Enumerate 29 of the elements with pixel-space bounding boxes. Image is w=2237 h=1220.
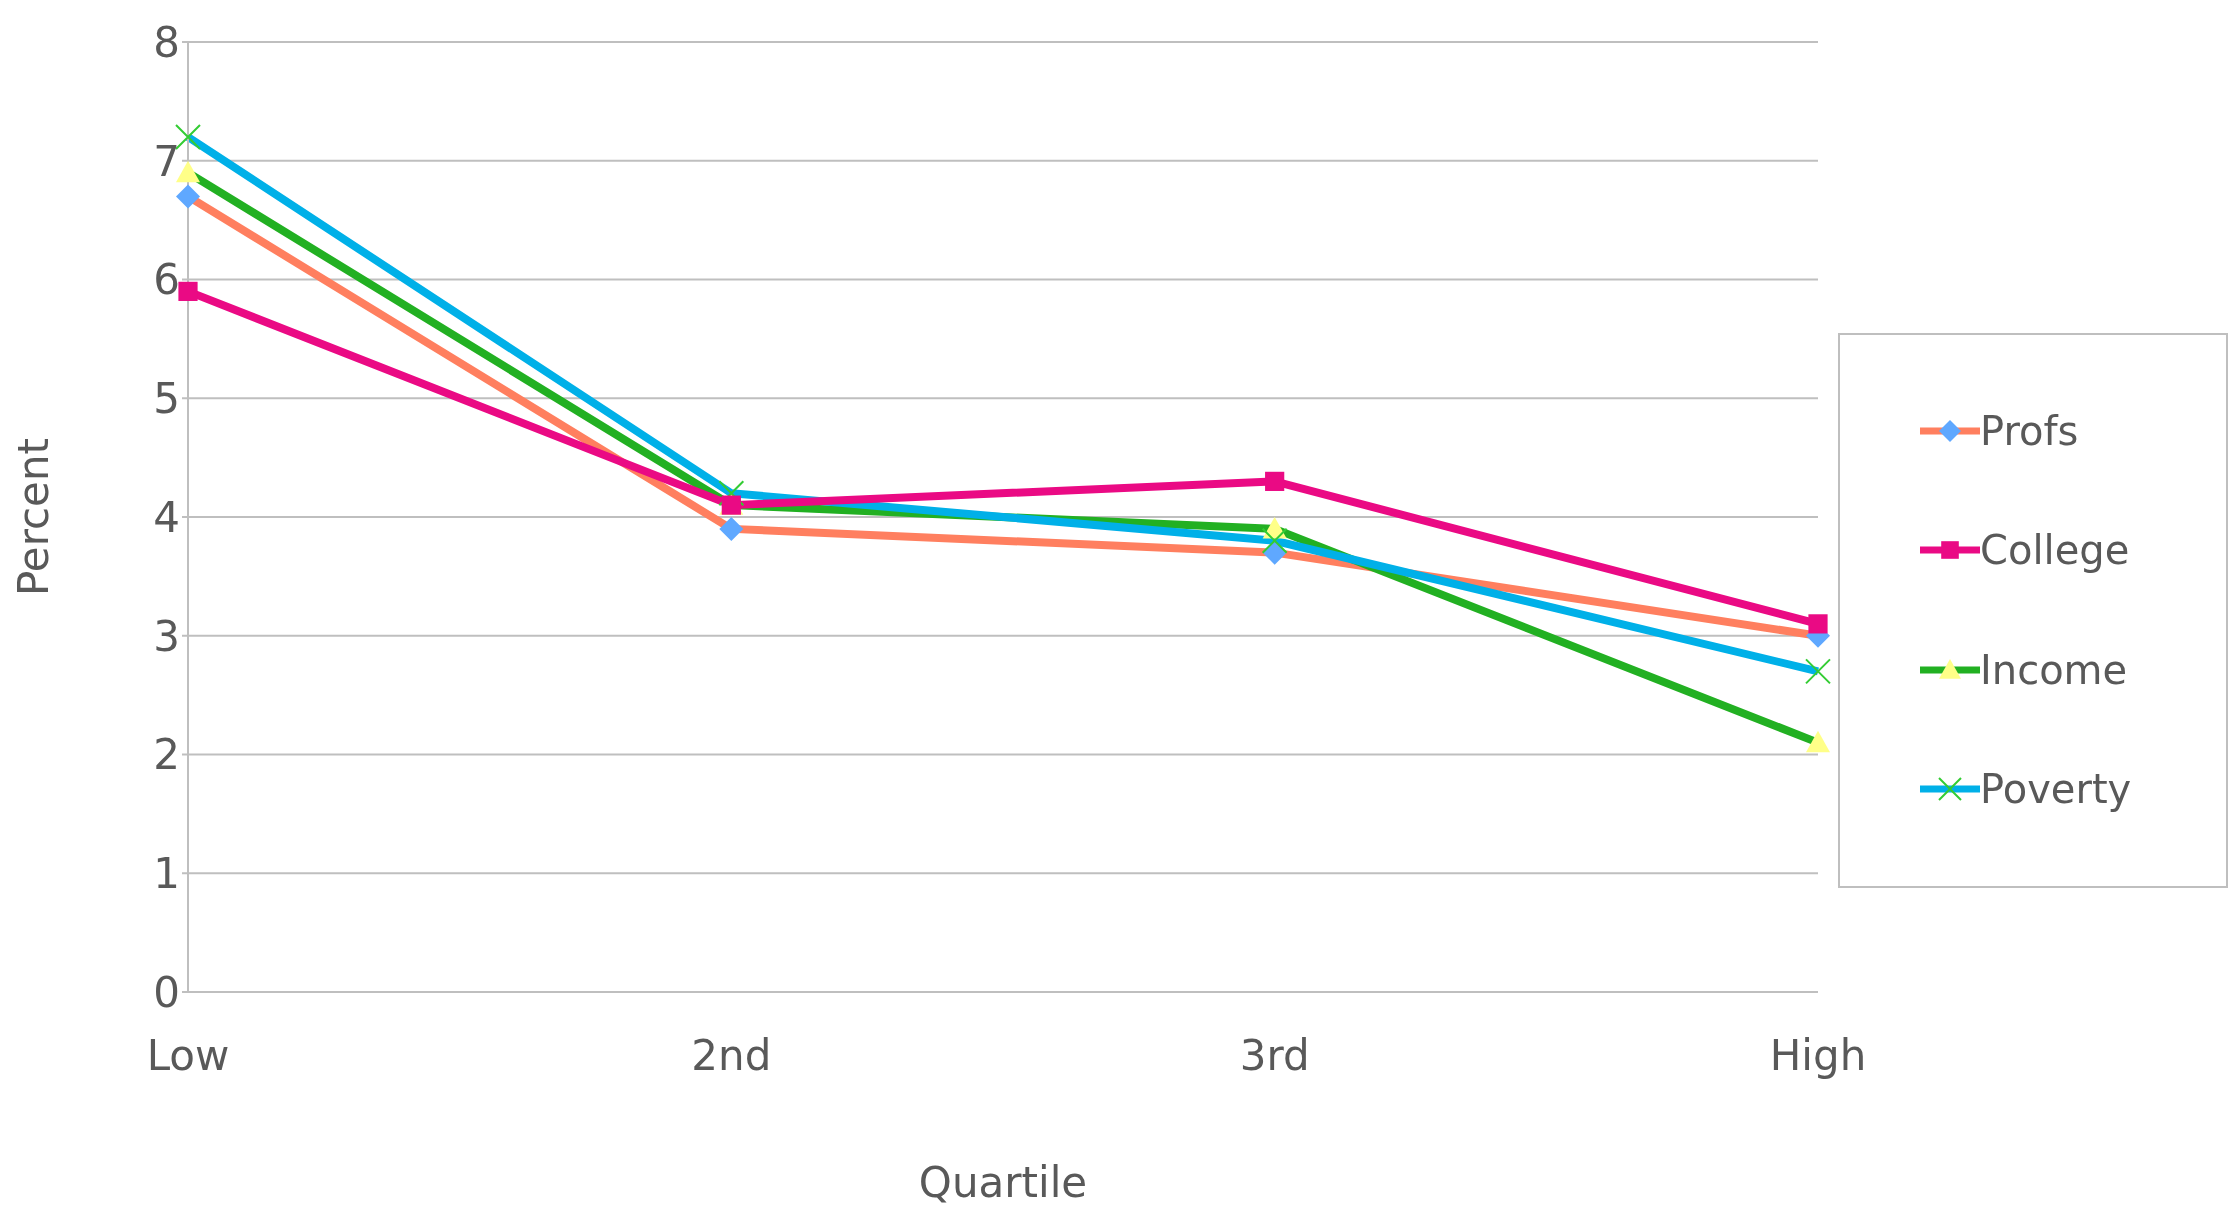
legend-label: Profs <box>1980 407 2079 454</box>
x-tick-label: Low <box>146 1030 230 1080</box>
y-tick-label: 4 <box>153 492 180 542</box>
x-tick-label: High <box>1769 1030 1867 1080</box>
point <box>1806 730 1830 753</box>
point <box>176 184 200 209</box>
legend-label: Income <box>1980 646 2128 693</box>
y-tick-label: 5 <box>153 374 180 424</box>
y-tick-label: 3 <box>153 611 180 661</box>
point <box>176 160 200 183</box>
legend-label: Poverty <box>1980 766 2132 813</box>
y-tick-label: 2 <box>153 730 180 780</box>
point <box>1808 614 1828 634</box>
y-tick-label: 8 <box>153 17 180 67</box>
y-axis-title: Percent <box>8 437 58 597</box>
y-tick-label: 6 <box>153 255 180 305</box>
x-tick-label: 3rd <box>1239 1030 1310 1080</box>
point <box>1805 658 1831 685</box>
point <box>178 281 198 301</box>
point <box>719 516 744 541</box>
y-tick-label: 7 <box>153 136 180 186</box>
point <box>1261 527 1288 554</box>
point <box>175 124 201 150</box>
y-tick-label: 1 <box>153 849 180 899</box>
x-axis-title: Quartile <box>918 1158 1088 1207</box>
y-tick-label: 0 <box>153 967 180 1017</box>
legend-label: College <box>1980 527 2130 574</box>
x-tick-label: 2nd <box>691 1030 772 1080</box>
point <box>1265 471 1285 491</box>
